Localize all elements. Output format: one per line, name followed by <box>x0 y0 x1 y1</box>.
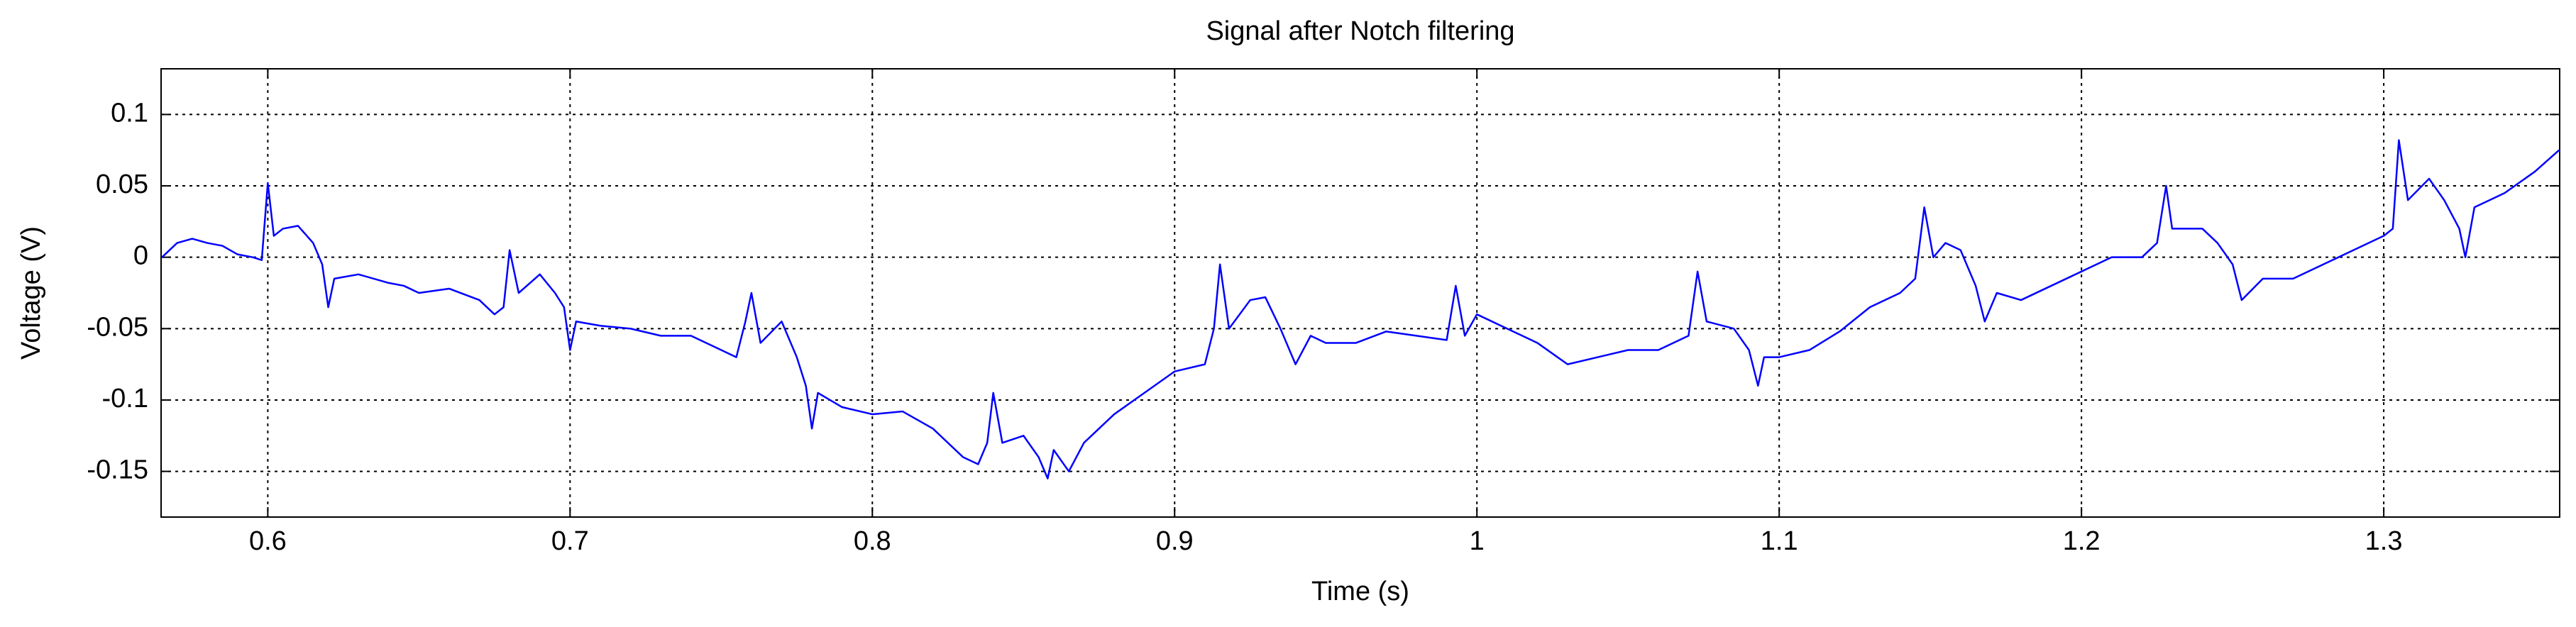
y-tick-label: -0.15 <box>87 455 148 485</box>
x-axis-label: Time (s) <box>1311 577 1409 606</box>
y-tick-label: 0 <box>133 241 148 271</box>
x-tick-label: 1.1 <box>1761 526 1798 556</box>
x-tick-label: 0.7 <box>551 526 589 556</box>
plot-frame <box>160 68 2560 518</box>
y-tick-label: -0.1 <box>102 384 148 414</box>
x-tick-label: 0.9 <box>1156 526 1194 556</box>
y-axis-label: Voltage (V) <box>16 226 46 360</box>
x-tick-label: 1 <box>1470 526 1485 556</box>
x-tick-label: 0.8 <box>854 526 891 556</box>
x-tick-label: 0.6 <box>249 526 287 556</box>
x-tick-label: 1.2 <box>2063 526 2101 556</box>
y-tick-label: 0.05 <box>96 170 148 199</box>
chart-title: Signal after Notch filtering <box>1206 16 1514 46</box>
signal-line <box>161 139 2560 479</box>
y-tick-label: 0.1 <box>111 98 148 128</box>
y-tick-label: -0.05 <box>87 312 148 342</box>
x-tick-label: 1.3 <box>2365 526 2403 556</box>
